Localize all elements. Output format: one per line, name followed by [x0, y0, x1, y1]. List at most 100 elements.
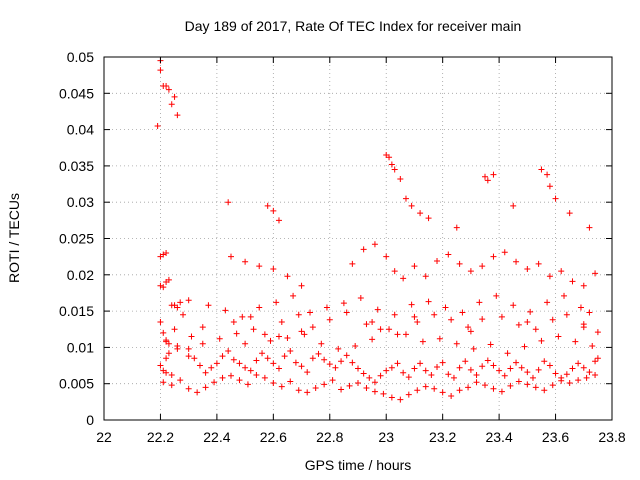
data-point	[242, 340, 249, 347]
data-point	[247, 313, 254, 320]
data-point	[388, 161, 395, 168]
data-point	[202, 369, 209, 376]
data-point	[546, 183, 553, 190]
data-point	[290, 292, 297, 299]
data-point	[575, 377, 582, 384]
data-point	[552, 370, 559, 377]
data-point	[589, 342, 596, 349]
data-point	[473, 379, 480, 386]
data-point	[371, 241, 378, 248]
data-point	[541, 387, 548, 394]
data-point	[357, 295, 364, 302]
data-point	[563, 371, 570, 378]
data-point	[168, 371, 175, 378]
data-point	[326, 361, 333, 368]
data-point	[250, 326, 257, 333]
data-point	[521, 343, 528, 350]
data-point	[436, 335, 443, 342]
data-point	[264, 202, 271, 209]
data-point	[312, 385, 319, 392]
data-point	[555, 333, 562, 340]
data-point	[284, 273, 291, 280]
data-point	[524, 369, 531, 376]
data-point	[377, 372, 384, 379]
data-point	[388, 364, 395, 371]
data-point	[329, 377, 336, 384]
y-tick-label: 0	[86, 412, 94, 428]
data-point	[501, 372, 508, 379]
data-point	[174, 112, 181, 119]
chart-title: Day 189 of 2017, Rate Of TEC Index for r…	[185, 18, 522, 34]
data-point	[270, 265, 277, 272]
data-point	[558, 377, 565, 384]
x-tick-label: 22.6	[260, 429, 287, 445]
data-point	[411, 263, 418, 270]
data-point	[323, 304, 330, 311]
data-point	[408, 301, 415, 308]
data-point	[202, 384, 209, 391]
data-point	[287, 348, 294, 355]
data-point	[504, 350, 511, 357]
data-point	[163, 250, 170, 257]
data-point	[473, 371, 480, 378]
data-point	[363, 385, 370, 392]
data-point	[434, 258, 441, 265]
y-tick-label: 0.02	[67, 267, 94, 283]
data-point	[470, 345, 477, 352]
data-point	[462, 358, 469, 365]
data-point	[219, 374, 226, 381]
x-tick-label: 22.8	[316, 429, 343, 445]
y-tick-label: 0.01	[67, 339, 94, 355]
data-point	[343, 352, 350, 359]
data-point	[165, 276, 172, 283]
data-point	[535, 366, 542, 373]
data-point	[524, 381, 531, 388]
data-point	[459, 309, 466, 316]
data-point	[586, 309, 593, 316]
data-point	[422, 367, 429, 374]
data-point	[352, 342, 359, 349]
data-point	[259, 350, 266, 357]
data-point	[400, 369, 407, 376]
data-point	[256, 263, 263, 270]
data-point	[417, 360, 424, 367]
data-point	[439, 359, 446, 366]
data-point	[456, 364, 463, 371]
data-point	[467, 328, 474, 335]
data-point	[321, 381, 328, 388]
x-tick-label: 23.8	[598, 429, 625, 445]
data-point	[275, 217, 282, 224]
data-point	[168, 382, 175, 389]
data-point	[453, 340, 460, 347]
data-point	[355, 379, 361, 386]
data-point	[278, 383, 285, 390]
data-point	[242, 364, 249, 371]
data-point	[180, 311, 187, 318]
data-point	[456, 387, 463, 394]
y-tick-label: 0.015	[59, 303, 94, 319]
data-point	[402, 331, 409, 338]
data-point	[281, 353, 288, 360]
data-point	[580, 282, 587, 289]
data-point	[549, 382, 556, 389]
data-points	[154, 57, 601, 403]
data-point	[261, 374, 268, 381]
data-point	[355, 365, 361, 372]
data-point	[425, 215, 432, 222]
data-point	[267, 337, 274, 344]
data-point	[507, 382, 514, 389]
data-point	[273, 299, 280, 306]
data-point	[270, 207, 277, 214]
data-point	[391, 268, 398, 275]
data-point	[304, 389, 311, 396]
data-point	[400, 275, 407, 282]
data-point	[425, 298, 432, 305]
data-point	[490, 171, 497, 178]
data-point	[275, 333, 282, 340]
data-point	[315, 350, 322, 357]
data-point	[450, 374, 457, 381]
data-point	[287, 378, 294, 385]
data-point	[513, 258, 520, 265]
data-point	[295, 387, 302, 394]
